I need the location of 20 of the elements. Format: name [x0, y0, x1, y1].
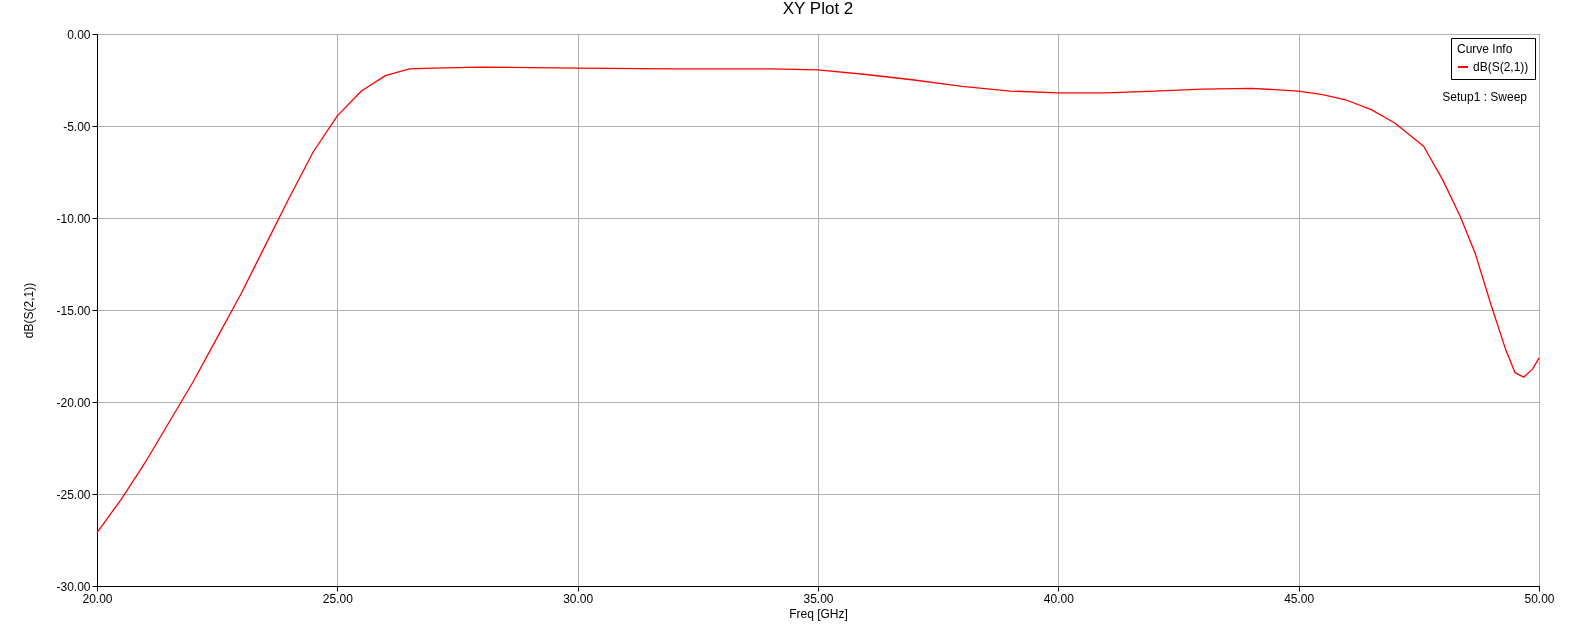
x-tick-label: 40.00	[1043, 591, 1075, 606]
legend-title: Curve Info	[1457, 42, 1513, 56]
x-tick-label: 45.00	[1284, 591, 1315, 606]
y-tick-label: 0.00	[67, 27, 91, 42]
annotation: Setup1 : Sweep	[1442, 90, 1528, 104]
x-tick-label: 35.00	[803, 591, 834, 606]
y-tick-label: -10.00	[56, 211, 91, 226]
chart-title: XY Plot 2	[782, 0, 854, 18]
y-axis-title: dB(S(2,1))	[22, 282, 37, 339]
x-tick-label: 25.00	[322, 591, 354, 606]
x-axis-title: Freq [GHz]	[789, 606, 848, 621]
legend-label: dB(S(2,1))	[1473, 60, 1529, 74]
x-tick-label: 50.00	[1524, 591, 1555, 606]
x-tick-label: 20.00	[82, 591, 113, 606]
y-tick-label: -5.00	[63, 119, 91, 134]
x-tick-label: 30.00	[563, 591, 594, 606]
y-tick-label: -15.00	[56, 303, 91, 318]
y-tick-label: -30.00	[56, 579, 91, 594]
y-tick-label: -25.00	[56, 487, 91, 502]
y-tick-label: -20.00	[56, 395, 91, 410]
